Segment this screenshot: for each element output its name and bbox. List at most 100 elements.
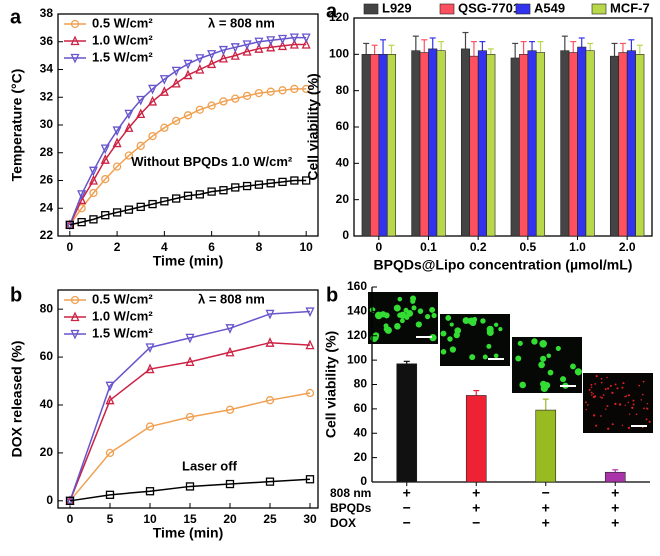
cell [625, 395, 628, 397]
y-tick-label: 60 [40, 349, 54, 363]
cell [585, 408, 587, 411]
legend-label: 1.0 W/cm² [92, 308, 153, 323]
marker [112, 137, 122, 148]
cell [555, 345, 561, 351]
cell [590, 394, 593, 396]
cell [590, 386, 593, 389]
marker [88, 166, 98, 177]
cell [471, 317, 477, 323]
marker [302, 84, 311, 94]
marker [266, 36, 276, 46]
marker [148, 131, 157, 141]
marker [185, 356, 195, 367]
cell [590, 383, 593, 386]
x-axis-label: BPQDs@Lipo concentration (µmol/mL) [374, 257, 633, 273]
marker [185, 333, 195, 344]
marker [225, 479, 235, 489]
x-axis-label: Time (min) [153, 525, 224, 541]
marker [160, 123, 169, 132]
marker [148, 84, 158, 95]
x-axis-label: Time (min) [153, 253, 224, 269]
cell [593, 395, 597, 398]
bar [465, 395, 487, 483]
condition-value: + [542, 515, 550, 531]
cell [575, 370, 581, 376]
marker [219, 97, 228, 106]
bar [535, 52, 546, 237]
y-tick-label: 24 [40, 200, 54, 214]
cell [373, 334, 379, 341]
cell [493, 322, 499, 327]
marker [230, 50, 240, 60]
bar [568, 52, 578, 237]
line [69, 43, 307, 226]
cell [624, 404, 627, 406]
bar [460, 48, 471, 237]
marker [183, 111, 193, 120]
marker [88, 174, 98, 185]
cell [616, 387, 619, 390]
series-label: Without BPQDs 1.0 W/cm² [131, 154, 293, 169]
marker [77, 217, 86, 227]
y-axis-label: Cell viability (%) [305, 73, 321, 180]
marker [195, 54, 205, 64]
bar [585, 50, 595, 237]
legend-swatch [591, 3, 607, 15]
cell [609, 384, 612, 387]
y-tick-label: 80 [40, 301, 54, 315]
cell [397, 312, 403, 318]
marker [171, 77, 181, 88]
marker [112, 162, 122, 171]
marker [195, 63, 205, 74]
cell [594, 383, 597, 385]
marker [207, 187, 216, 196]
y-tick-label: 20 [336, 192, 350, 206]
legend-marker [70, 329, 80, 340]
cell [384, 326, 392, 334]
cell [600, 415, 602, 417]
x-tick-label: 0.5 [519, 240, 536, 254]
legend-label: L929 [382, 0, 412, 15]
cell [593, 414, 596, 417]
x-tick-label: 8 [256, 240, 263, 254]
cell [627, 426, 631, 430]
cell [431, 312, 437, 319]
legend-swatch [363, 3, 379, 15]
cell [493, 353, 499, 359]
cell [600, 377, 603, 380]
marker [112, 208, 122, 217]
legend-swatch [515, 3, 531, 15]
marker [254, 43, 264, 53]
y-tick-label: 22 [40, 228, 54, 242]
series [65, 475, 315, 505]
y-tick-label: 40 [40, 397, 54, 411]
marker [242, 40, 252, 51]
cell [449, 322, 454, 327]
bar [361, 54, 371, 237]
legend-label: 1.5 W/cm² [92, 325, 153, 340]
cell [469, 354, 476, 361]
marker [100, 144, 110, 155]
cell [638, 384, 641, 387]
cell [539, 339, 547, 348]
cell [600, 381, 603, 384]
cell [622, 382, 625, 385]
marker [124, 122, 134, 132]
series [65, 307, 315, 507]
marker [136, 108, 146, 119]
cell [399, 318, 405, 324]
cell [440, 349, 447, 355]
series-label: Laser off [182, 459, 238, 474]
cell [602, 394, 605, 396]
condition-label: BPQDs [330, 501, 372, 515]
cell [592, 392, 594, 395]
cell [454, 327, 462, 334]
y-tick-label: 36 [40, 34, 54, 48]
condition-value: − [542, 485, 550, 501]
marker [136, 202, 145, 212]
marker [218, 45, 228, 56]
marker [219, 186, 228, 195]
marker [101, 211, 110, 220]
x-tick-label: 1.0 [569, 240, 586, 254]
